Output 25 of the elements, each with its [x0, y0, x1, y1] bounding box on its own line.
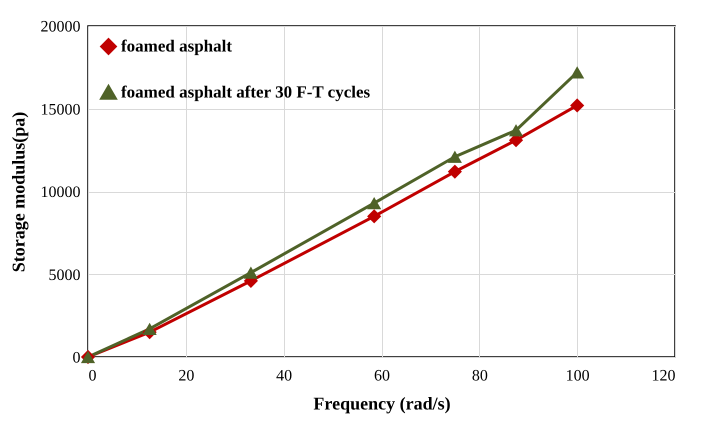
point	[367, 196, 382, 210]
point	[448, 150, 462, 163]
point	[570, 66, 584, 78]
y-tick-label: 5000	[48, 266, 80, 284]
x-tick-label: 120	[652, 368, 676, 384]
point	[508, 124, 524, 136]
point	[244, 266, 258, 279]
point	[570, 98, 584, 113]
y-tick-label: 15000	[40, 101, 80, 118]
x-tick-label: 100	[566, 368, 590, 384]
x-tick-label: 40	[276, 368, 292, 384]
legend-label: foamed asphalt	[121, 36, 232, 56]
y-tick-label: 20000	[40, 18, 80, 36]
x-axis-title: Frequency (rad/s)	[313, 394, 451, 414]
x-tick-label: 80	[472, 368, 488, 384]
x-tick-label: 20	[178, 368, 194, 384]
point	[142, 322, 157, 335]
point	[448, 164, 462, 179]
point	[367, 209, 382, 224]
y-tick-label: 0	[72, 350, 80, 366]
y-tick-label: 10000	[40, 184, 80, 201]
x-tick-label: 0	[88, 368, 96, 384]
legend-label: foamed asphalt after 30 F-T cycles	[121, 82, 371, 102]
y-axis-title: Storage modulus(pa)	[8, 112, 28, 272]
x-tick-label: 60	[374, 368, 390, 384]
